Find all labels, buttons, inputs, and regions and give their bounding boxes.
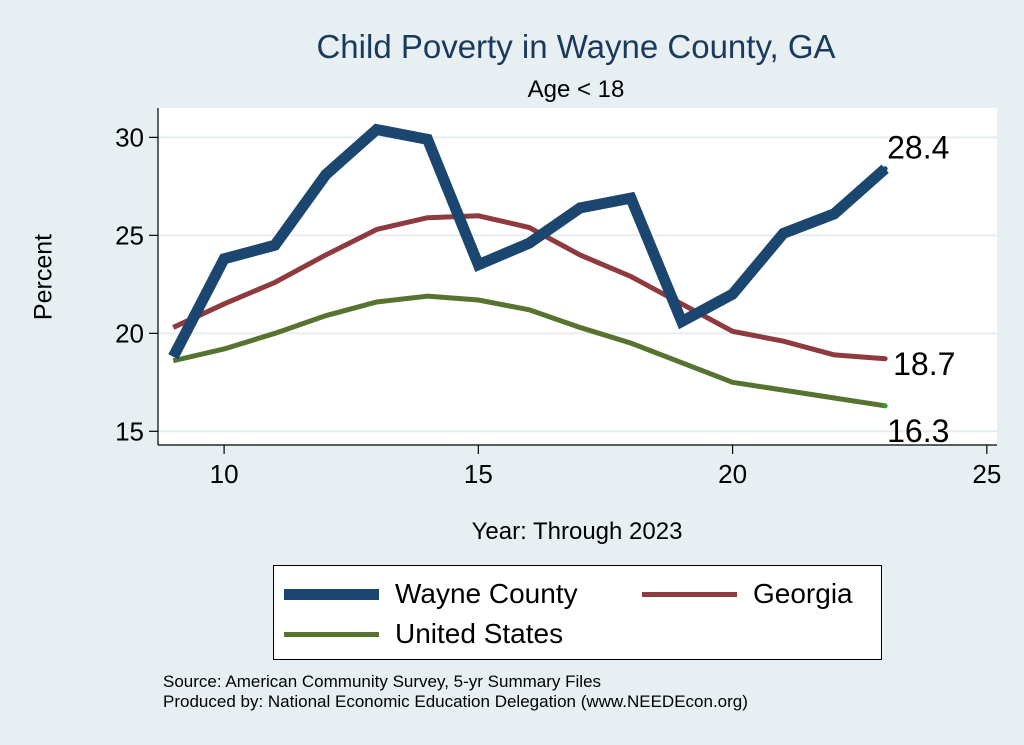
y-tick-label: 25 (115, 220, 144, 250)
y-tick-label: 30 (115, 122, 144, 152)
x-axis-label: Year: Through 2023 (471, 518, 683, 545)
end-label-georgia: 18.7 (893, 346, 955, 382)
legend-item-united-states: United States (284, 618, 563, 650)
chart-subtitle: Age < 18 (527, 76, 625, 103)
end-label-wayne-county: 28.4 (887, 130, 949, 166)
end-marker (882, 166, 888, 172)
series-line-wayne-county (168, 123, 889, 360)
end-marker (882, 403, 888, 409)
legend-label-georgia: Georgia (753, 578, 853, 609)
x-tick-label: 10 (210, 459, 239, 489)
source-note: Source: American Community Survey, 5-yr … (163, 672, 602, 691)
plot-area (158, 108, 997, 445)
producer-note: Produced by: National Economic Education… (163, 692, 748, 711)
legend-swatch-united-states (284, 631, 379, 637)
x-tick-label: 20 (718, 459, 747, 489)
chart-title: Child Poverty in Wayne County, GA (316, 28, 836, 65)
legend-item-georgia: Georgia (642, 578, 853, 610)
end-label-united-states: 16.3 (887, 413, 949, 449)
series-line-georgia (172, 213, 886, 362)
legend-swatch-wayne-county (284, 588, 379, 600)
x-tick-label: 25 (972, 459, 1001, 489)
end-marker (882, 356, 888, 362)
legend-label-united-states: United States (395, 618, 564, 649)
legend-label-wayne-county: Wayne County (395, 578, 578, 609)
y-tick-label: 15 (115, 416, 144, 446)
legend: Wayne County Georgia United States (273, 565, 882, 660)
legend-swatch-georgia (642, 591, 737, 597)
x-tick-label: 15 (464, 459, 493, 489)
legend-item-wayne-county: Wayne County (284, 578, 578, 610)
y-tick-label: 20 (115, 318, 144, 348)
series-line-united-states (172, 293, 886, 409)
